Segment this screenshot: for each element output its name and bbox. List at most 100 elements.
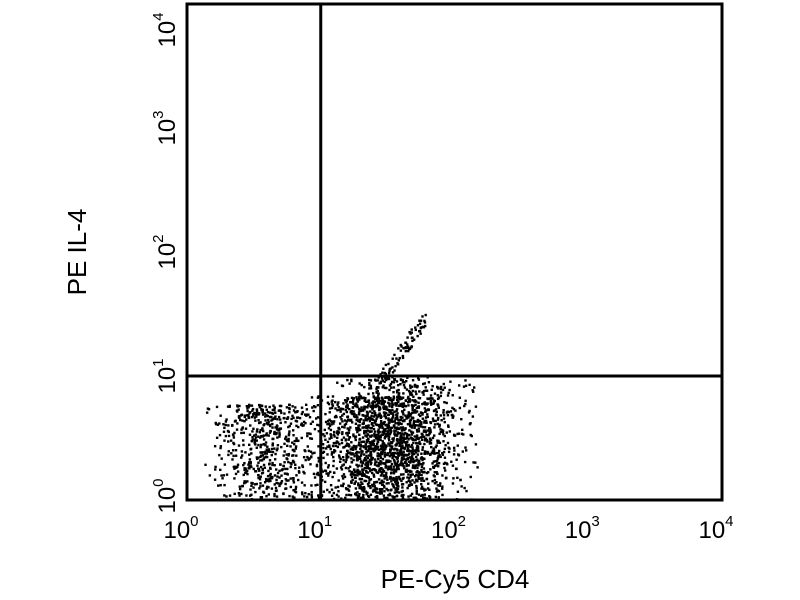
event-point [388, 388, 391, 392]
event-point [426, 440, 429, 443]
event-point [423, 324, 427, 328]
event-point [415, 471, 418, 474]
event-point [394, 416, 398, 420]
event-point [402, 450, 405, 453]
event-point [365, 426, 368, 429]
event-point [374, 423, 378, 426]
event-point [421, 496, 425, 499]
event-point [390, 452, 393, 455]
event-point [342, 436, 346, 439]
event-point [389, 418, 392, 421]
event-point [411, 460, 414, 463]
event-point [348, 465, 352, 468]
event-point [359, 443, 362, 446]
x-tick-label: 104 [698, 513, 733, 544]
event-point [420, 473, 423, 477]
event-point [316, 396, 320, 399]
event-point [406, 435, 409, 439]
event-point [349, 494, 353, 497]
event-point [271, 463, 274, 467]
y-tick-label: 103 [150, 110, 181, 145]
event-point [358, 438, 361, 441]
event-point [373, 463, 377, 466]
event-point [342, 458, 345, 462]
event-point [291, 448, 295, 452]
event-point [392, 486, 396, 489]
event-point [331, 395, 335, 398]
event-point [426, 487, 430, 490]
event-point [419, 462, 422, 466]
event-point [426, 452, 429, 455]
event-point [387, 493, 390, 497]
event-point [425, 403, 428, 406]
event-point [337, 401, 340, 404]
event-point [442, 450, 446, 454]
event-point [360, 396, 363, 400]
event-point [391, 366, 394, 369]
event-point [464, 379, 467, 382]
event-point [423, 493, 427, 496]
event-point [381, 443, 384, 446]
event-point [242, 473, 245, 477]
event-point [269, 450, 272, 453]
event-point [279, 482, 282, 486]
event-point [367, 484, 370, 488]
event-point [437, 451, 440, 455]
event-point [242, 463, 245, 467]
event-point [286, 457, 289, 461]
event-point [397, 423, 400, 426]
event-point [400, 490, 403, 493]
event-point [282, 492, 285, 495]
event-point [414, 411, 417, 414]
event-point [393, 434, 397, 437]
event-point [443, 434, 446, 438]
x-axis-ticks: 100 101 102 103 104 [163, 513, 733, 544]
event-point [226, 429, 230, 433]
event-point [286, 473, 289, 476]
event-point [310, 396, 314, 399]
event-point [259, 459, 262, 462]
event-point [218, 433, 222, 437]
event-point [235, 409, 239, 412]
event-point [412, 395, 415, 399]
event-point [350, 471, 353, 474]
event-point [278, 418, 282, 421]
event-point [420, 435, 424, 439]
event-point [375, 436, 379, 439]
event-point [409, 457, 413, 461]
event-point [418, 477, 422, 480]
event-point [464, 402, 467, 406]
event-point [364, 463, 367, 466]
event-point [396, 396, 400, 399]
event-point [379, 438, 382, 442]
event-point [345, 456, 348, 459]
event-point [395, 398, 399, 402]
event-point [378, 492, 382, 495]
event-point [356, 405, 359, 409]
event-point [400, 452, 404, 455]
event-point [338, 456, 341, 459]
event-point [236, 422, 239, 425]
event-point [249, 461, 252, 465]
event-point [268, 459, 272, 462]
event-point [337, 495, 340, 498]
event-point [364, 447, 368, 451]
plot-frame [185, 2, 724, 502]
event-point [354, 451, 358, 455]
event-point [407, 404, 410, 407]
event-point [302, 420, 306, 424]
event-point [310, 495, 314, 499]
event-point [255, 409, 259, 413]
event-point [286, 467, 289, 471]
event-point [394, 488, 397, 491]
event-point [388, 405, 391, 408]
event-point [343, 419, 347, 422]
event-point [396, 427, 399, 431]
event-point [422, 467, 426, 470]
event-point [461, 450, 465, 453]
event-point [357, 443, 360, 447]
event-point [250, 404, 254, 407]
event-point [350, 409, 353, 413]
event-point [369, 493, 373, 497]
event-point [407, 401, 410, 404]
